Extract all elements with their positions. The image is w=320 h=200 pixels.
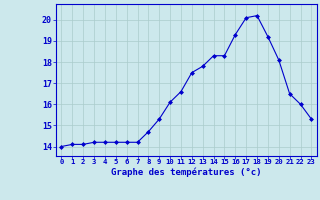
X-axis label: Graphe des températures (°c): Graphe des températures (°c) [111, 168, 262, 177]
